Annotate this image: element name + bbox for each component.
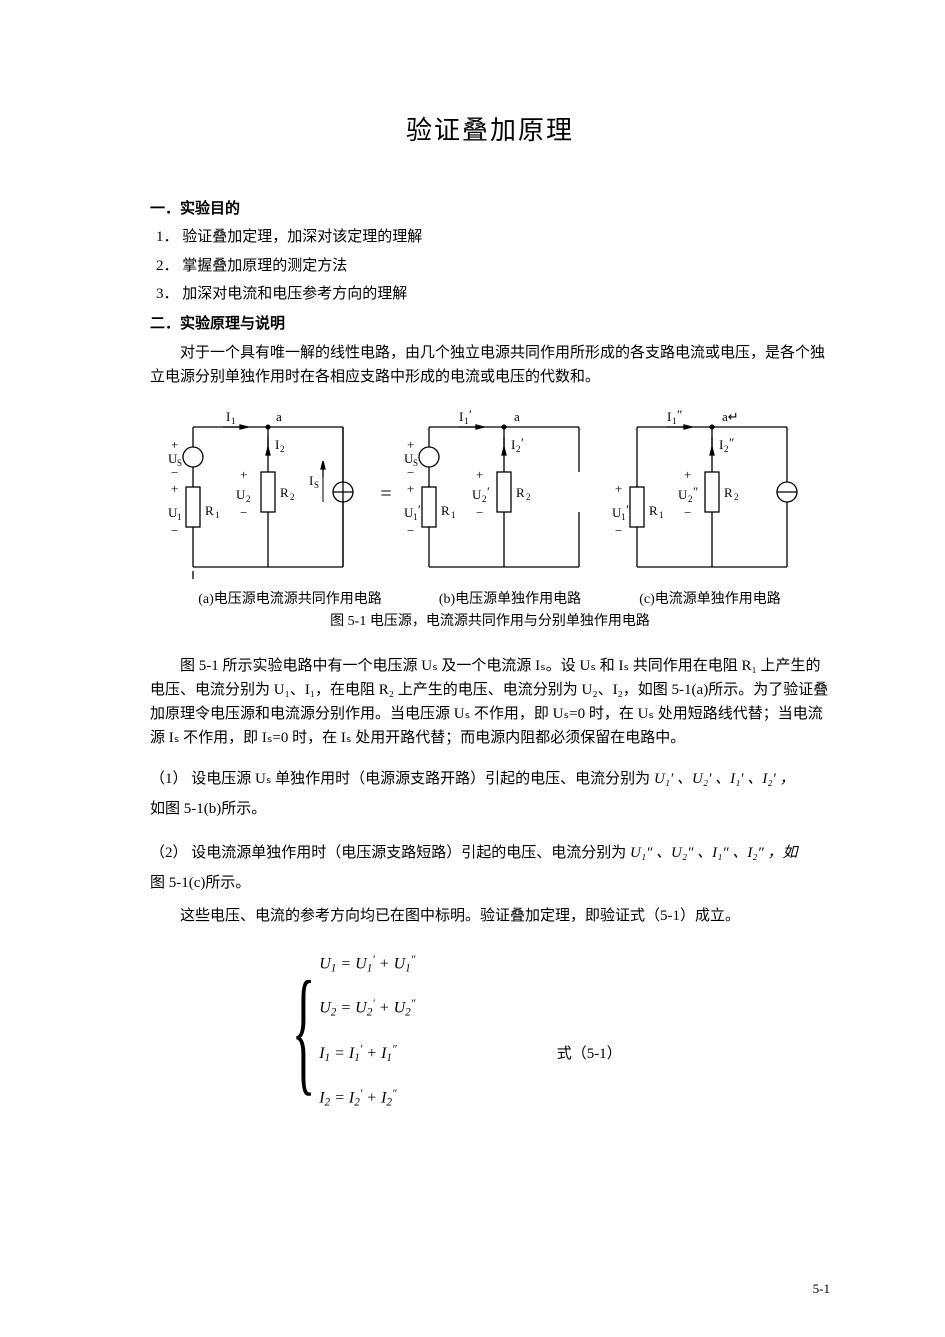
objective-2: 2． 掌握叠加原理的测定方法 <box>156 255 830 278</box>
label-I2: I <box>275 437 279 452</box>
figure-5-1: I1 a I2 + US − + U1 − R1 + U2 − R2 IS = <box>150 407 830 582</box>
case-1: （1） 设电压源 Uₛ 单独作用时（电源源支路开路）引起的电压、电流分别为 U₁… <box>150 764 830 824</box>
svg-text:″: ″ <box>626 502 631 517</box>
eq-line-2: U2 = U2′ + U2″ <box>319 998 621 1018</box>
circuit-a: I1 a I2 + US − + U1 − R1 + U2 − R2 IS <box>168 407 368 582</box>
case-1-vars: U₁′ 、U₂′ 、I₁′ 、I₂′ ， <box>654 771 795 787</box>
svg-text:−: − <box>476 505 483 520</box>
left-brace-icon: { <box>292 968 316 1094</box>
svg-text:1: 1 <box>672 416 677 426</box>
page-number: 5-1 <box>813 1281 830 1297</box>
label-R2: R <box>280 485 289 500</box>
svg-text:R: R <box>441 503 450 518</box>
svg-text:′: ′ <box>418 502 421 517</box>
svg-text:2: 2 <box>688 494 693 504</box>
label-Is: I <box>309 473 313 488</box>
svg-text:″: ″ <box>693 484 698 499</box>
section-1-head: 一．实验目的 <box>150 197 830 218</box>
section-2-head: 二．实验原理与说明 <box>150 312 830 333</box>
svg-text:1: 1 <box>621 512 626 522</box>
svg-text:1: 1 <box>464 416 469 426</box>
svg-text:I: I <box>667 409 671 424</box>
case-1-pre: （1） 设电压源 Uₛ 单独作用时（电源源支路开路）引起的电压、电流分别为 <box>150 771 654 787</box>
case-1-post: 如图 5-1(b)所示。 <box>150 801 266 817</box>
svg-text:+: + <box>615 481 622 496</box>
svg-text:+: + <box>476 467 483 482</box>
svg-text:2: 2 <box>246 494 251 504</box>
caption-a: (a)电压源电流源共同作用电路 <box>170 588 410 608</box>
svg-text:2: 2 <box>526 492 531 502</box>
svg-text:I: I <box>459 409 463 424</box>
eq-label: 式（5-1） <box>557 1046 622 1062</box>
eq-line-1: U1 = U1′ + U1″ <box>319 954 621 974</box>
verify-paragraph: 这些电压、电流的参考方向均已在图中标明。验证叠加定理，即验证式（5-1）成立。 <box>150 904 830 928</box>
label-plus-u2: + <box>240 467 247 482</box>
svg-text:U: U <box>678 487 688 502</box>
svg-text:R: R <box>516 485 525 500</box>
svg-text:R: R <box>724 485 733 500</box>
svg-text:2: 2 <box>724 444 729 454</box>
case-2-pre: （2） 设电流源单独作用时（电压源支路短路）引起的电压、电流分别为 <box>150 845 630 861</box>
svg-text:1: 1 <box>659 510 664 520</box>
figure-sub-captions: (a)电压源电流源共同作用电路 (b)电压源单独作用电路 (c)电流源单独作用电… <box>150 588 830 608</box>
svg-text:−: − <box>615 523 622 538</box>
eq-line-3: I1 = I1′ + I1″式（5-1） <box>319 1042 621 1064</box>
label-minus-u2: − <box>240 505 247 520</box>
label-U2: U <box>236 487 246 502</box>
label-R1: R <box>205 503 214 518</box>
svg-text:′: ′ <box>521 435 524 450</box>
svg-text:+: + <box>407 481 414 496</box>
svg-text:2: 2 <box>734 492 739 502</box>
objective-1: 1． 验证叠加定理，加深对该定理的理解 <box>156 226 830 249</box>
label-plus-us: + <box>171 437 178 452</box>
eq-line-4: I2 = I2′ + I2″ <box>319 1088 621 1108</box>
svg-text:1: 1 <box>215 510 220 520</box>
case-2: （2） 设电流源单独作用时（电压源支路短路）引起的电压、电流分别为 U₁″ 、U… <box>150 838 830 898</box>
svg-text:U: U <box>472 487 482 502</box>
case-2-vars: U₁″ 、U₂″ 、I₁″ 、I₂″ ，如 <box>630 845 798 861</box>
intro-paragraph: 对于一个具有唯一解的线性电路，由几个独立电源共同作用所形成的各支路电流或电压，是… <box>150 341 830 389</box>
svg-text:S: S <box>314 480 319 490</box>
objective-3: 3． 加深对电流和电压参考方向的理解 <box>156 283 830 306</box>
label-minus-us: − <box>171 465 178 480</box>
svg-text:R: R <box>649 503 658 518</box>
svg-text:a: a <box>514 409 520 424</box>
svg-text:I: I <box>719 437 723 452</box>
svg-text:+: + <box>407 437 414 452</box>
svg-text:−: − <box>407 523 414 538</box>
caption-b: (b)电压源单独作用电路 <box>410 588 610 608</box>
svg-text:I: I <box>511 437 515 452</box>
circuit-c: I1″ a↵ I2″ + U1″ − R1 + U2″ − R2 <box>612 407 812 582</box>
svg-text:1: 1 <box>231 416 236 426</box>
svg-text:a↵: a↵ <box>722 409 739 424</box>
svg-text:″: ″ <box>729 435 734 450</box>
case-2-post: 图 5-1(c)所示。 <box>150 875 250 891</box>
svg-text:″: ″ <box>677 407 682 422</box>
page-title: 验证叠加原理 <box>150 110 830 147</box>
circuit-b: I1′ a I2′ + US − + U1′ − R1 + U2′ − R2 <box>404 407 604 582</box>
figure-main-caption: 图 5-1 电压源，电流源共同作用与分别单独作用电路 <box>150 610 830 630</box>
svg-text:2: 2 <box>482 494 487 504</box>
svg-text:1: 1 <box>177 512 182 522</box>
svg-text:1: 1 <box>413 512 418 522</box>
svg-text:1: 1 <box>451 510 456 520</box>
label-minus-u1: − <box>171 523 178 538</box>
svg-text:′: ′ <box>469 407 472 422</box>
svg-text:−: − <box>407 465 414 480</box>
svg-text:−: − <box>684 505 691 520</box>
svg-text:′: ′ <box>487 484 490 499</box>
paragraph-after-figure: 图 5-1 所示实验电路中有一个电压源 Uₛ 及一个电流源 Iₛ。设 Uₛ 和 … <box>150 654 830 750</box>
equation-lines: U1 = U1′ + U1″ U2 = U2′ + U2″ I1 = I1′ +… <box>319 954 621 1109</box>
label-node-a: a <box>276 409 282 424</box>
svg-text:2: 2 <box>280 444 285 454</box>
svg-text:2: 2 <box>516 444 521 454</box>
caption-c: (c)电流源单独作用电路 <box>610 588 810 608</box>
label-plus-u1: + <box>171 481 178 496</box>
svg-text:+: + <box>684 467 691 482</box>
svg-text:2: 2 <box>290 492 295 502</box>
label-I1: I <box>226 409 230 424</box>
equals-sign: = <box>380 483 391 506</box>
equation-5-1: { U1 = U1′ + U1″ U2 = U2′ + U2″ I1 = I1′… <box>270 954 830 1109</box>
